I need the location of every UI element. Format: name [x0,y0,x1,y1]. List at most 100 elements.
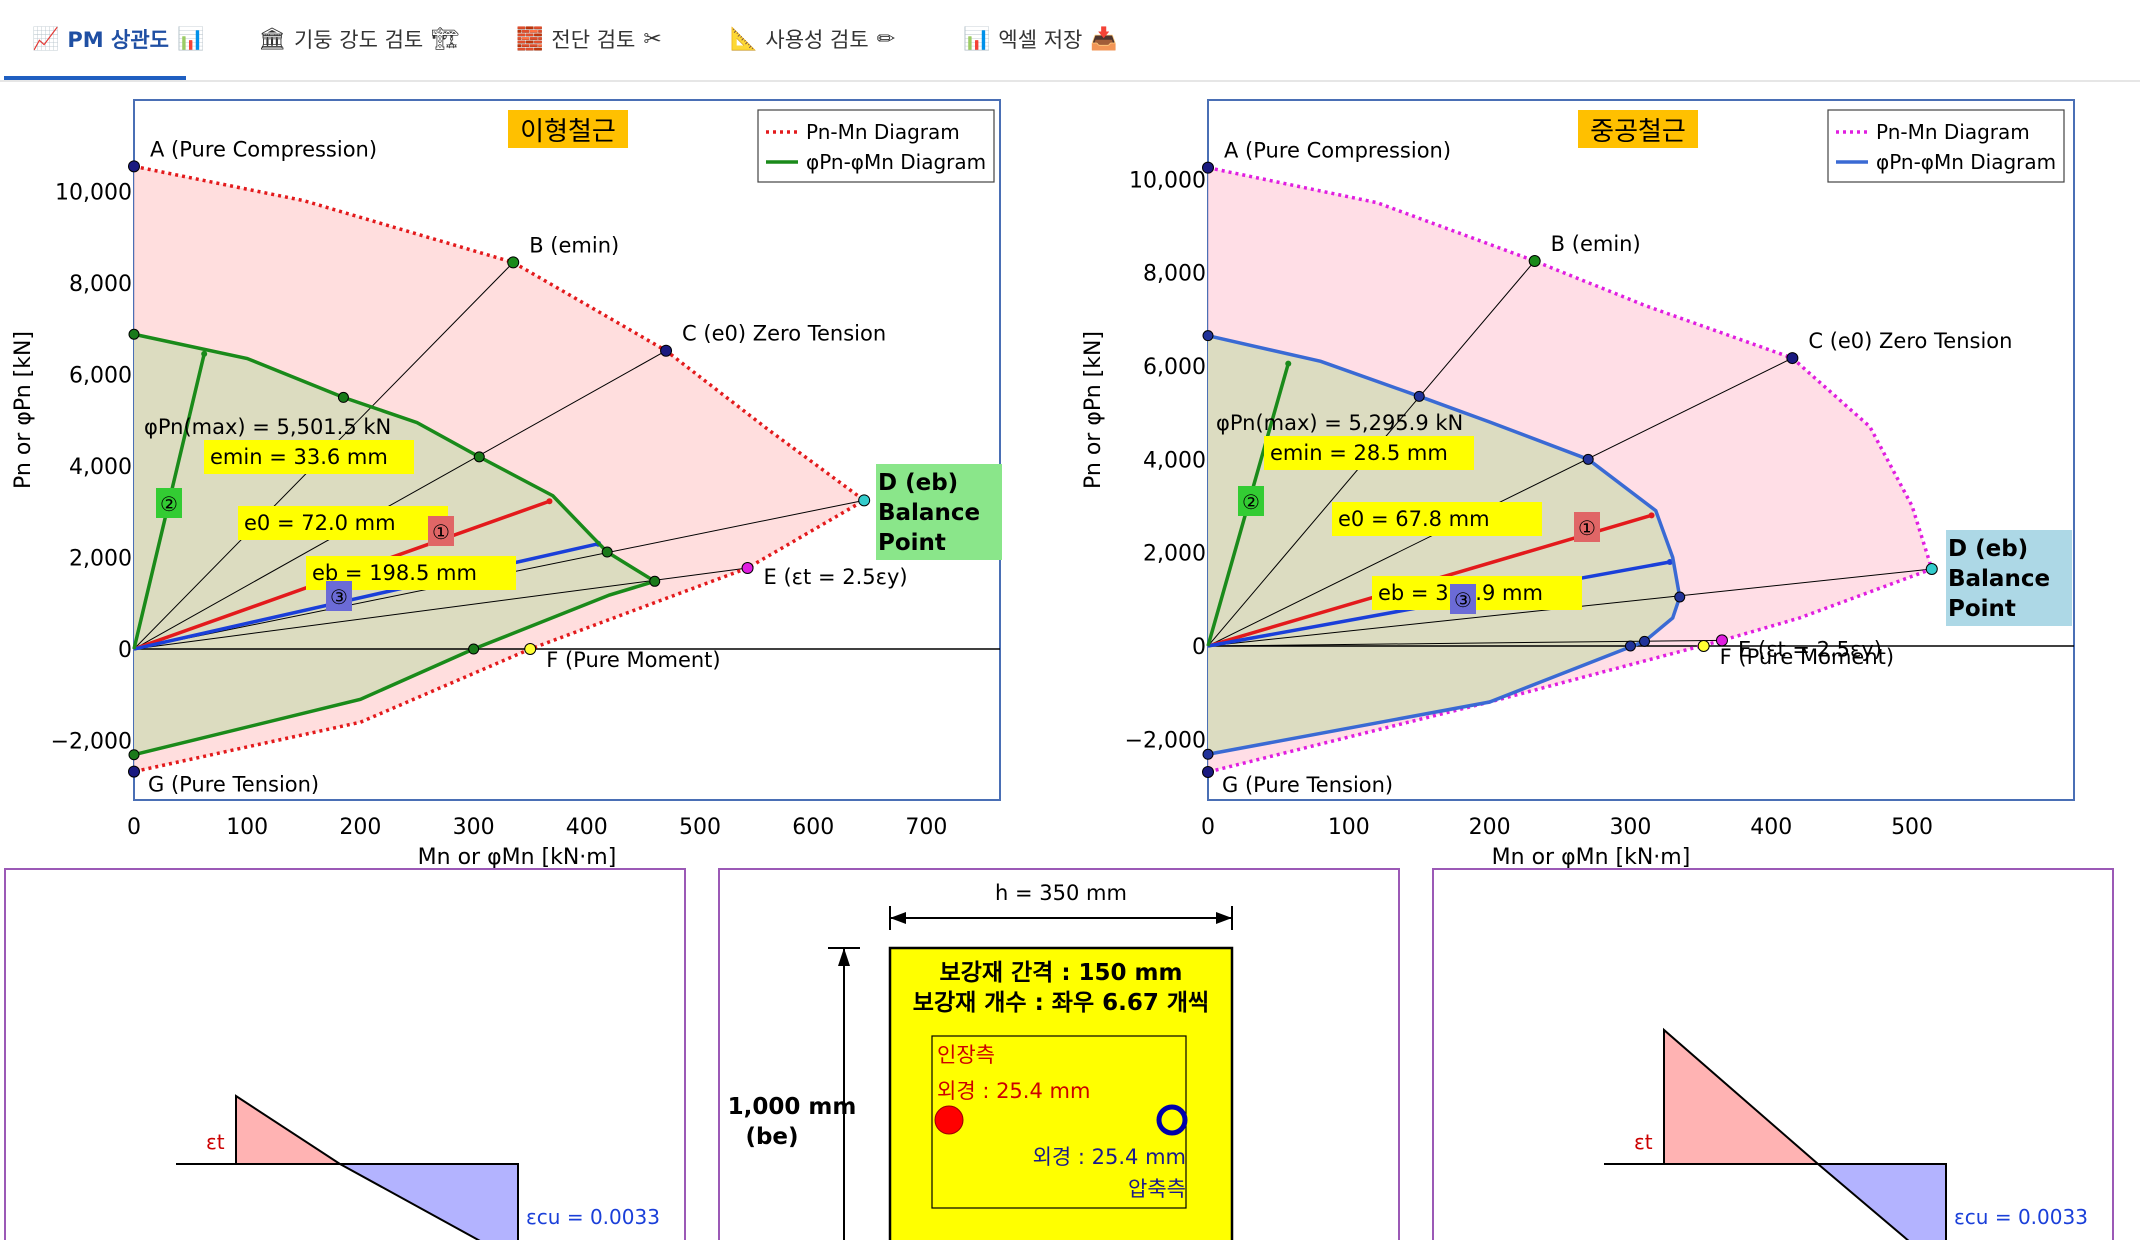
load-marker-box [1450,584,1476,614]
tab-pm-diagram[interactable]: 📈 PM 상관도 📊 [24,0,212,78]
load-line-end [1666,559,1673,565]
key-point-c [660,344,673,357]
legend-entry-design: φPn-φMn Diagram [806,150,986,174]
brick-icon: 🧱 [516,26,544,52]
design-point [337,391,349,403]
section-diagram: h = 350 mm 1,000 mm (be) 보강재 간격 : 150 mm… [718,868,1400,1240]
compression-strain-triangle [1815,1163,1947,1240]
et-label: εt [206,1130,225,1154]
point-label-e: E (εt = 2.5εy) [1738,637,1882,661]
load-marker-box [326,581,352,611]
load-marker: ② [1242,490,1260,514]
b-label: 1,000 mm [728,1094,857,1120]
balance-point-box [876,464,1002,560]
x-tick-label: 200 [1469,815,1511,840]
tab-shear-check[interactable]: 🧱 전단 검토 ✂ [508,0,670,78]
load-marker-box [1574,512,1600,542]
arrow-up-icon [838,948,850,966]
y-tick-label: 4,000 [1143,448,1206,473]
count-label: 보강재 개수 : 좌우 6.67 개씩 [913,990,1209,1016]
pm-chart-deformed-bar: A (Pure Compression) B (emin) C (e0) Zero … [0,92,1040,872]
phi-pn-max-label: φPn(max) = 5,501.5 kN [144,415,391,439]
compression-strain-triangle [339,1163,519,1240]
point-label-a: A (Pure Compression) [150,137,377,161]
design-point [473,451,485,463]
load-marker: ① [1578,516,1596,540]
compression-side-label: 압축측 [1128,1177,1186,1201]
strain-diagram-svg: εt εcu = 0.0033 [1604,1027,2088,1240]
point-label-f: F (Pure Moment) [1720,645,1894,669]
annotation-box-eb [1372,576,1582,610]
load-line-end [1648,512,1655,519]
balance-point-line1: D (eb) [878,470,958,496]
y-tick-label: 10,000 [1129,168,1206,193]
point-label-g: G (Pure Tension) [148,773,319,797]
ecu-label: εcu = 0.0033 [1954,1205,2088,1229]
x-tick-label: 200 [339,815,381,840]
design-curve [1207,333,1682,756]
section-svg: h = 350 mm 1,000 mm (be) 보강재 간격 : 150 mm… [728,881,1234,1240]
tab-label: PM 상관도 [67,28,169,52]
tension-strain-triangle [1663,1027,1821,1165]
annotation-emin: emin = 28.5 mm [1270,441,1448,465]
annotation-e0: e0 = 67.8 mm [1338,507,1490,531]
key-point-a [1202,161,1214,174]
phi-pn-max-label: φPn(max) = 5,295.9 kN [1216,411,1463,435]
design-point [1639,635,1651,647]
point-label-g: G (Pure Tension) [1222,773,1393,797]
strain-diagram-svg: εt εcu = 0.0033 [176,1094,660,1240]
point-label-f: F (Pure Moment) [546,648,720,672]
key-point-g [128,765,140,778]
chart-title: 이형철근 [520,117,616,147]
x-axis-label: Mn or φMn [kN·m] [1492,845,1691,868]
tab-label: 전단 검토 [551,28,636,52]
legend-entry-design: φPn-φMn Diagram [1876,150,2056,174]
x-tick-label: 300 [453,815,495,840]
design-point [1674,591,1686,603]
balance-point-box [1946,530,2072,626]
design-point [468,643,480,655]
point-label-c: C (e0) Zero Tension [1808,329,2012,353]
bar-chart-icon: 📊 [963,26,991,52]
load-line-end [1285,360,1292,367]
annotation-emin: emin = 33.6 mm [210,445,388,469]
tab-excel-save[interactable]: 📊 엑셀 저장 📥 [955,0,1126,78]
compression-diameter-label: 외경 : 25.4 mm [1033,1145,1186,1169]
tab-serviceability[interactable]: 📐 사용성 검토 ✏ [722,0,903,78]
annotation-box-e0 [238,506,448,540]
pm-chart-hollow-bar: A (Pure Compression) B (emin) C (e0) Zero … [1070,92,2140,872]
y-tick-label: 2,000 [69,547,132,572]
point-label-b: B (emin) [529,233,619,257]
design-point [649,575,661,587]
load-marker: ① [432,520,450,544]
strain-diagram-right: εt εcu = 0.0033 [1432,868,2114,1240]
load-marker-box [1238,486,1264,516]
load-marker: ② [160,492,178,516]
download-icon: 📥 [1090,26,1118,52]
balance-point-line1: D (eb) [1948,536,2028,562]
construction-icon: 🏗 [431,26,460,52]
legend-entry-nominal: Pn-Mn Diagram [806,120,960,144]
key-point-e [1715,634,1728,647]
point-label-a: A (Pure Compression) [1224,139,1451,163]
balance-point-line3: Point [878,530,946,556]
key-point-f [524,643,537,656]
scissors-icon: ✂ [643,26,662,52]
chart-title-box [508,110,628,148]
tab-column-strength[interactable]: 🏛 기둥 강도 검토 🏗 [250,0,467,78]
load-marker-box [156,488,182,518]
tension-diameter-label: 외경 : 25.4 mm [937,1079,1090,1103]
pm-chart-svg: A (Pure Compression) B (emin) C (e0) Zero … [11,99,1002,870]
bar-chart-icon: 📊 [176,26,205,52]
x-tick-label: 500 [1891,815,1933,840]
chart-title-box [1578,110,1698,148]
load-line-end [546,498,553,505]
design-point [601,546,613,558]
bank-icon: 🏛 [258,26,286,52]
arrow-right-icon [1216,912,1232,924]
arrow-left-icon [890,912,906,924]
y-tick-label: 8,000 [69,272,132,297]
chart-up-icon: 📈 [32,26,60,52]
tab-bar: 📈 PM 상관도 📊 🏛 기둥 강도 검토 🏗 🧱 전단 검토 ✂ 📐 사용성 … [0,0,2140,82]
x-tick-label: 600 [792,815,834,840]
